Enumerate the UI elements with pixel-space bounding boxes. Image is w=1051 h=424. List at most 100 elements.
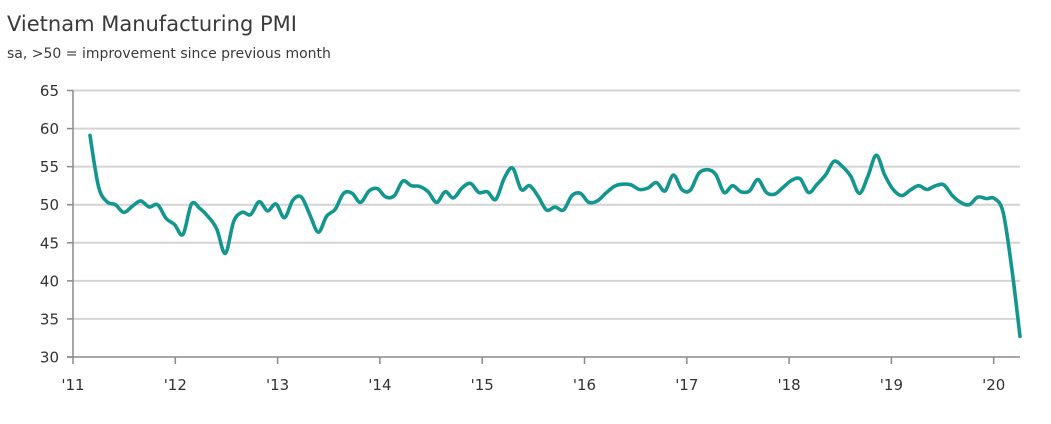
data-point — [680, 188, 684, 192]
data-point — [917, 184, 921, 188]
data-point — [113, 203, 117, 207]
data-point — [257, 200, 261, 204]
data-point — [756, 178, 760, 182]
data-point — [748, 189, 752, 193]
data-point — [536, 194, 540, 198]
data-point — [697, 172, 701, 176]
data-point — [376, 187, 380, 191]
data-point — [409, 184, 413, 188]
data-point — [164, 216, 168, 220]
y-tick-label: 35 — [40, 310, 59, 328]
series-line-pmi — [88, 133, 1022, 339]
data-point — [190, 202, 194, 206]
data-point — [198, 207, 202, 211]
data-point — [832, 159, 836, 163]
data-point — [722, 191, 726, 195]
data-point — [511, 166, 515, 170]
data-point — [976, 195, 980, 199]
data-point — [181, 232, 185, 236]
data-point — [291, 198, 295, 202]
data-point — [418, 184, 422, 188]
data-point — [866, 175, 870, 179]
data-point — [147, 205, 151, 209]
data-point — [781, 185, 785, 189]
data-point — [1001, 210, 1005, 214]
data-point — [655, 181, 659, 185]
data-point — [629, 183, 633, 187]
data-point — [612, 184, 616, 188]
chart-title: Vietnam Manufacturing PMI — [7, 12, 297, 36]
data-point — [773, 192, 777, 196]
data-point — [342, 191, 346, 195]
data-point — [646, 186, 650, 190]
data-point — [139, 199, 143, 203]
data-point — [638, 188, 642, 192]
data-point — [849, 175, 853, 179]
x-axis: '11 '12 '13 '14 '15 '16 '17 '18 '19 '20 — [61, 356, 1020, 394]
data-point — [232, 220, 236, 224]
x-tick-label: '18 — [777, 376, 800, 394]
data-point — [553, 205, 557, 209]
data-point — [900, 194, 904, 198]
data-point — [824, 173, 828, 177]
data-point — [122, 210, 126, 214]
y-tick-label: 50 — [40, 196, 59, 214]
data-point — [790, 178, 794, 182]
x-tick-label: '19 — [880, 376, 903, 394]
x-tick-label: '16 — [573, 376, 596, 394]
y-axis: 65 60 55 50 45 40 35 30 — [40, 82, 74, 367]
data-point — [595, 199, 599, 203]
data-point — [367, 189, 371, 193]
data-point — [798, 177, 802, 181]
data-point — [452, 196, 456, 200]
data-point — [1018, 334, 1022, 338]
data-point — [967, 203, 971, 207]
y-tick-label: 55 — [40, 158, 59, 176]
data-point — [392, 194, 396, 198]
data-point — [173, 223, 177, 227]
data-point — [959, 200, 963, 204]
data-point — [841, 165, 845, 169]
data-point — [739, 190, 743, 194]
data-point — [688, 188, 692, 192]
x-tick-label: '13 — [266, 376, 289, 394]
data-point — [130, 204, 134, 208]
chart-subtitle: sa, >50 = improvement since previous mon… — [7, 46, 331, 62]
data-point — [494, 197, 498, 201]
y-tick-label: 65 — [40, 82, 59, 100]
data-point — [274, 202, 278, 206]
y-tick-label: 45 — [40, 234, 59, 252]
data-point — [88, 133, 92, 137]
data-point — [105, 200, 109, 204]
data-point — [663, 189, 667, 193]
data-point — [883, 173, 887, 177]
data-point — [460, 186, 464, 190]
data-point — [815, 182, 819, 186]
data-point — [333, 207, 337, 211]
data-point — [764, 191, 768, 195]
data-point — [443, 190, 447, 194]
data-point — [908, 188, 912, 192]
data-point — [562, 208, 566, 212]
data-point — [426, 190, 430, 194]
data-point — [570, 194, 574, 198]
data-point — [950, 194, 954, 198]
x-tick-label: '14 — [368, 376, 391, 394]
x-tick-label: '12 — [164, 376, 187, 394]
series-layer — [88, 133, 1022, 339]
data-point — [807, 191, 811, 195]
data-point — [984, 197, 988, 201]
y-tick-label: 60 — [40, 120, 59, 138]
data-point — [587, 200, 591, 204]
data-point — [578, 191, 582, 195]
data-point — [1010, 264, 1014, 268]
data-point — [401, 179, 405, 183]
data-point — [934, 184, 938, 188]
data-point — [519, 188, 523, 192]
data-point — [545, 208, 549, 212]
data-point — [206, 215, 210, 219]
data-point — [283, 216, 287, 220]
data-point — [705, 168, 709, 172]
data-point — [350, 191, 354, 195]
